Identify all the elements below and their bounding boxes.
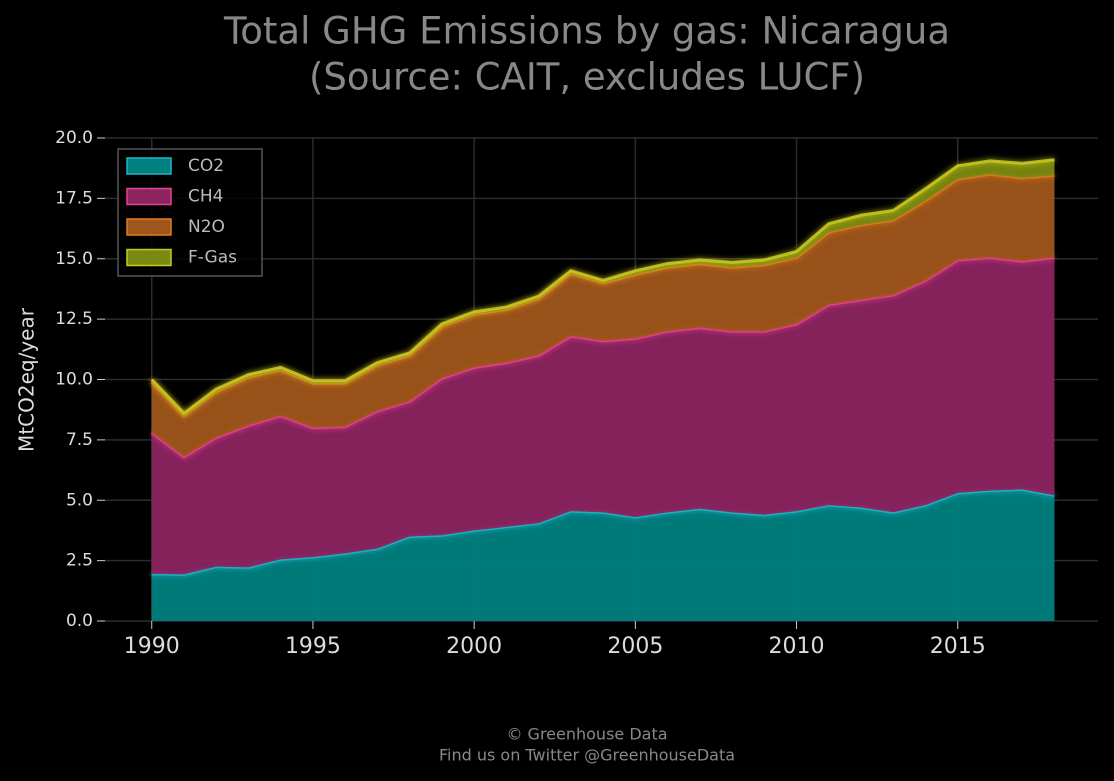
footer-line: © Greenhouse Data: [506, 725, 667, 744]
footer-line: Find us on Twitter @GreenhouseData: [439, 746, 735, 765]
y-tick-label: 12.5: [55, 309, 93, 329]
legend-label: CO2: [188, 156, 224, 176]
legend-swatch: [126, 187, 172, 206]
legend-label: N2O: [188, 217, 225, 237]
area: [151, 174, 1055, 457]
x-tick-label: 1995: [285, 634, 341, 659]
chart-subtitle: (Source: CAIT, excludes LUCF): [309, 56, 865, 99]
y-tick-label: 0.0: [66, 611, 93, 631]
legend-swatch: [126, 218, 172, 236]
legend-label: F-Gas: [188, 248, 237, 268]
chart-title: Total GHG Emissions by gas: Nicaragua: [223, 10, 950, 53]
x-tick-label: 1990: [124, 634, 180, 659]
area-line: [150, 158, 1055, 416]
x-tick-label: 2015: [930, 634, 986, 659]
y-axis-label: MtCO2eq/year: [15, 307, 39, 452]
y-tick-label: 15.0: [55, 249, 93, 269]
y-tick-label: 17.5: [55, 188, 93, 208]
legend-swatch: [126, 248, 172, 267]
y-tick-label: 20.0: [55, 128, 93, 148]
x-tick-label: 2010: [769, 634, 825, 659]
area: [151, 257, 1055, 575]
area: [151, 489, 1055, 621]
y-tick-label: 10.0: [55, 370, 93, 390]
x-tick-label: 2000: [446, 634, 502, 659]
legend-label: CH4: [188, 187, 223, 207]
legend-swatch: [126, 157, 172, 175]
y-tick-label: 2.5: [66, 551, 93, 571]
y-tick-label: 7.5: [66, 430, 93, 450]
y-tick-label: 5.0: [66, 490, 93, 510]
legend: CO2 CH4 N2O F-Gas: [117, 148, 263, 277]
x-tick-label: 2005: [607, 634, 663, 659]
